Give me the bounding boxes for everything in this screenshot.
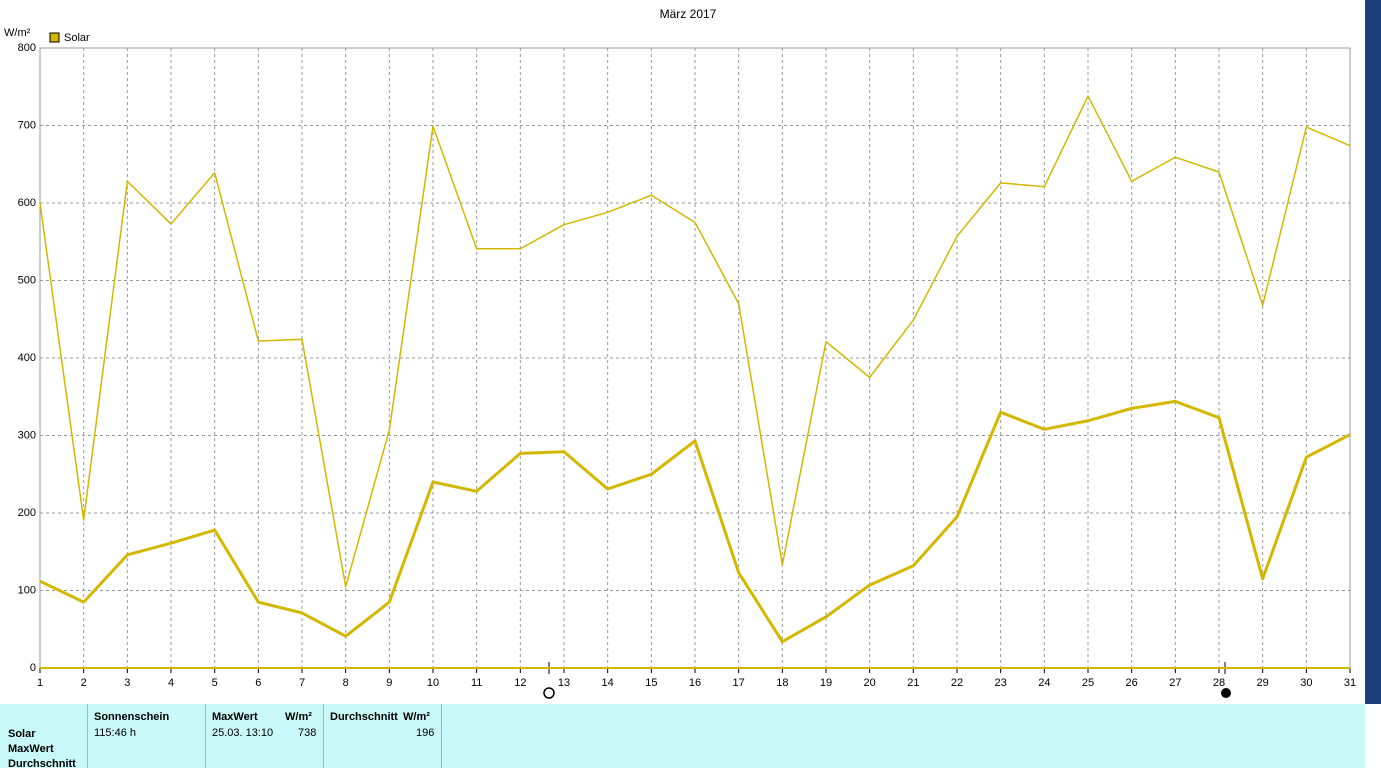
series-line <box>39 95 1351 588</box>
x-tick-label: 9 <box>386 677 392 689</box>
cell: 115:46 h <box>94 727 137 739</box>
x-tick-label: 15 <box>645 677 657 689</box>
x-tick-label: 13 <box>558 677 570 689</box>
y-tick-label: 100 <box>18 584 36 596</box>
col-header: MaxWert <box>212 711 258 723</box>
y-tick-label: 800 <box>18 42 36 54</box>
y-tick-label: 0 <box>30 662 36 674</box>
x-tick-label: 12 <box>514 677 526 689</box>
row-label: Durchschnitt <box>8 758 76 770</box>
y-tick-label: 300 <box>18 429 36 441</box>
y-axis-label: W/m² <box>4 27 31 39</box>
cell: 25.03. 13:10 <box>212 727 274 739</box>
row-label: MaxWert <box>8 743 54 755</box>
x-tick-label: 18 <box>776 677 788 689</box>
x-tick-label: 16 <box>689 677 701 689</box>
x-tick-label: 30 <box>1300 677 1312 689</box>
new-moon <box>1221 688 1231 698</box>
legend-label: Solar <box>64 32 90 44</box>
full-moon <box>543 687 555 699</box>
x-tick-label: 7 <box>299 677 305 689</box>
x-tick-label: 21 <box>907 677 919 689</box>
cell: 196 <box>416 727 435 739</box>
separator <box>323 704 324 768</box>
x-tick-label: 27 <box>1169 677 1181 689</box>
legend-swatch <box>49 32 60 43</box>
col-unit: W/m² <box>403 711 430 723</box>
separator <box>205 704 206 768</box>
x-tick-label: 4 <box>168 677 174 689</box>
col-header: Durchschnitt <box>330 711 398 723</box>
summary-table: Solar MaxWert Durchschnitt Sonnenschein … <box>0 704 1365 770</box>
x-tick-label: 6 <box>255 677 261 689</box>
cell: 738 <box>298 727 317 739</box>
x-tick-label: 19 <box>820 677 832 689</box>
y-tick-label: 400 <box>18 352 36 364</box>
separator <box>441 704 442 768</box>
x-tick-label: 22 <box>951 677 963 689</box>
y-tick-label: 600 <box>18 197 36 209</box>
x-tick-label: 10 <box>427 677 439 689</box>
chart-title: März 2017 <box>660 7 717 21</box>
x-tick-label: 11 <box>471 677 482 689</box>
y-tick-label: 700 <box>18 119 36 131</box>
x-tick-label: 28 <box>1213 677 1225 689</box>
y-tick-label: 500 <box>18 274 36 286</box>
x-tick-label: 26 <box>1126 677 1138 689</box>
x-tick-label: 25 <box>1082 677 1094 689</box>
x-tick-label: 8 <box>343 677 349 689</box>
x-tick-label: 24 <box>1038 677 1050 689</box>
x-tick-label: 31 <box>1344 677 1356 689</box>
x-tick-label: 29 <box>1257 677 1269 689</box>
series-line <box>39 399 1351 644</box>
col-unit: W/m² <box>285 711 312 723</box>
x-tick-label: 1 <box>37 677 43 689</box>
col-header: Sonnenschein <box>94 711 170 723</box>
x-tick-label: 5 <box>212 677 218 689</box>
x-tick-label: 2 <box>81 677 87 689</box>
row-label: Solar <box>8 728 36 740</box>
x-tick-label: 3 <box>124 677 130 689</box>
separator <box>87 704 88 768</box>
x-tick-label: 23 <box>995 677 1007 689</box>
desktop-edge <box>1365 0 1381 704</box>
x-tick-label: 14 <box>602 677 614 689</box>
y-tick-label: 200 <box>18 507 36 519</box>
chart: März 2017 W/m² Solar 0 100 200 300 400 500 600… <box>4 0 1381 704</box>
x-tick-label: 20 <box>864 677 876 689</box>
x-tick-label: 17 <box>733 677 745 689</box>
